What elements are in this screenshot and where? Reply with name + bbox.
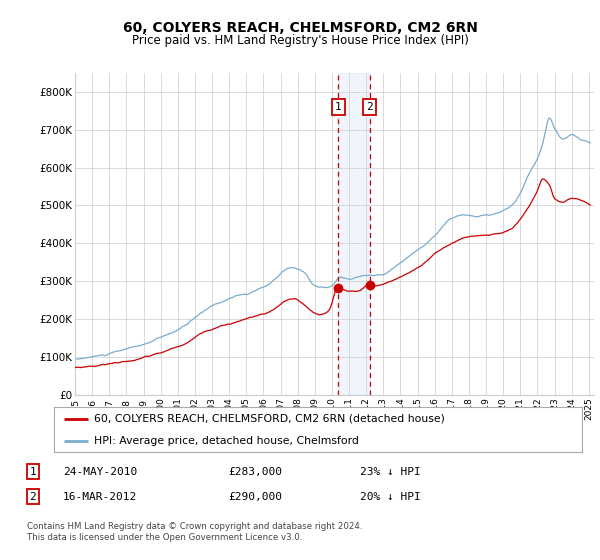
Text: 23% ↓ HPI: 23% ↓ HPI bbox=[360, 466, 421, 477]
Text: HPI: Average price, detached house, Chelmsford: HPI: Average price, detached house, Chel… bbox=[94, 436, 358, 446]
Text: £283,000: £283,000 bbox=[228, 466, 282, 477]
Text: Price paid vs. HM Land Registry's House Price Index (HPI): Price paid vs. HM Land Registry's House … bbox=[131, 34, 469, 46]
Text: 2: 2 bbox=[367, 102, 373, 112]
Text: 20% ↓ HPI: 20% ↓ HPI bbox=[360, 492, 421, 502]
Text: £290,000: £290,000 bbox=[228, 492, 282, 502]
Text: 2: 2 bbox=[29, 492, 37, 502]
Text: Contains HM Land Registry data © Crown copyright and database right 2024.
This d: Contains HM Land Registry data © Crown c… bbox=[27, 522, 362, 542]
Text: 60, COLYERS REACH, CHELMSFORD, CM2 6RN (detached house): 60, COLYERS REACH, CHELMSFORD, CM2 6RN (… bbox=[94, 414, 445, 424]
Text: 1: 1 bbox=[29, 466, 37, 477]
Text: 60, COLYERS REACH, CHELMSFORD, CM2 6RN: 60, COLYERS REACH, CHELMSFORD, CM2 6RN bbox=[122, 21, 478, 35]
Text: 1: 1 bbox=[335, 102, 342, 112]
Bar bbox=[338, 73, 370, 395]
Text: 24-MAY-2010: 24-MAY-2010 bbox=[63, 466, 137, 477]
Text: 16-MAR-2012: 16-MAR-2012 bbox=[63, 492, 137, 502]
